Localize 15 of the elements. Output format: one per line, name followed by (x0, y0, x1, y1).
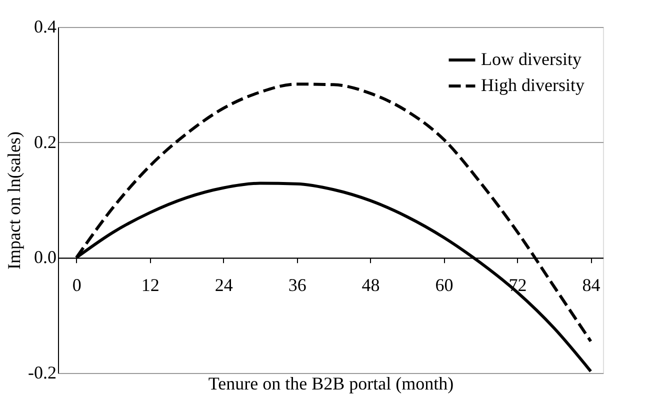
y-tick-label: 0.2 (34, 132, 56, 152)
y-tick-label: -0.2 (28, 362, 56, 382)
x-tick-label: 36 (288, 275, 306, 296)
x-tick-label: 60 (435, 275, 454, 296)
legend-label: Low diversity (481, 49, 582, 69)
legend-label: High diversity (481, 75, 584, 95)
x-axis-title: Tenure on the B2B portal (month) (208, 374, 454, 394)
x-tick-label: 12 (141, 275, 160, 296)
y-tick-label: 0.4 (34, 16, 56, 36)
y-axis-title: Impact on ln(sales) (4, 132, 24, 270)
x-tick-label: 48 (362, 275, 380, 296)
y-tick-label: 0.0 (34, 247, 56, 268)
x-tick-label: 0 (72, 275, 82, 296)
x-tick-label: 24 (214, 275, 233, 296)
x-tick-label: 84 (582, 275, 600, 296)
